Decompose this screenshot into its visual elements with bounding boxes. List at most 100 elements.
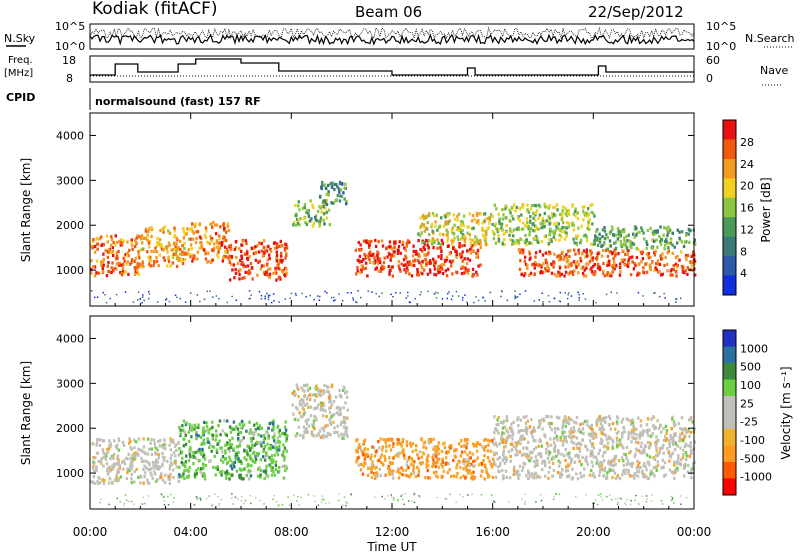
echo-cell xyxy=(111,246,114,250)
echo-cell xyxy=(498,442,501,446)
echo-cell xyxy=(543,211,546,216)
echo-cell xyxy=(181,474,185,478)
noise-cell xyxy=(337,499,340,502)
echo-cell xyxy=(335,406,338,410)
echo-cell xyxy=(309,414,313,418)
echo-cell xyxy=(591,256,595,260)
echo-cell xyxy=(212,465,215,469)
echo-cell xyxy=(219,433,222,437)
echo-cell xyxy=(541,461,544,465)
echo-cell xyxy=(576,477,580,481)
echo-cell xyxy=(623,263,627,267)
time-xlabel: Time UT xyxy=(366,540,417,554)
echo-cell xyxy=(570,418,573,422)
echo-cell xyxy=(596,236,599,240)
echo-cell xyxy=(555,221,558,225)
echo-cell xyxy=(388,444,391,448)
echo-cell xyxy=(446,213,450,218)
echo-cell xyxy=(295,383,298,387)
echo-cell xyxy=(228,258,231,262)
echo-cell xyxy=(588,218,592,222)
noise-cell xyxy=(617,497,620,500)
noise-cell xyxy=(617,501,619,504)
echo-cell xyxy=(445,255,449,259)
echo-cell xyxy=(375,266,379,270)
echo-cell xyxy=(370,466,374,470)
echo-cell xyxy=(479,242,482,246)
noise-cell xyxy=(105,301,108,304)
echo-cell xyxy=(403,246,406,250)
echo-cell xyxy=(436,461,439,465)
noise-cell xyxy=(634,499,636,502)
echo-cell xyxy=(561,430,564,434)
echo-cell xyxy=(505,215,508,220)
echo-cell xyxy=(654,229,657,233)
echo-cell xyxy=(565,440,568,444)
echo-cell xyxy=(595,238,598,242)
echo-cell xyxy=(645,246,648,250)
echo-cell xyxy=(497,431,500,435)
noise-cell xyxy=(654,292,656,294)
echo-cell xyxy=(544,474,547,478)
echo-cell xyxy=(195,431,198,435)
echo-cell xyxy=(547,241,551,246)
echo-cell xyxy=(560,272,563,276)
echo-cell xyxy=(584,274,588,278)
echo-cell xyxy=(485,467,488,472)
echo-cell xyxy=(504,457,508,461)
echo-cell xyxy=(147,461,151,465)
echo-cell xyxy=(344,391,347,395)
echo-cell xyxy=(575,436,579,440)
echo-cell xyxy=(462,457,466,461)
echo-cell xyxy=(263,245,266,250)
echo-cell xyxy=(610,460,613,464)
echo-cell xyxy=(434,461,438,465)
echo-cell xyxy=(632,425,635,429)
echo-cell xyxy=(283,464,286,468)
echo-cell xyxy=(592,455,595,459)
echo-cell xyxy=(183,246,186,251)
echo-cell xyxy=(106,240,110,244)
echo-cell xyxy=(377,259,380,263)
echo-cell xyxy=(639,431,642,435)
echo-cell xyxy=(500,436,503,440)
echo-cell xyxy=(222,223,225,227)
echo-cell xyxy=(422,445,425,449)
echo-cell xyxy=(188,449,191,453)
nave-tick-top: 60 xyxy=(706,54,720,67)
echo-cell xyxy=(669,455,672,459)
echo-cell xyxy=(635,433,638,437)
noise-cell xyxy=(375,292,377,295)
echo-cell xyxy=(646,440,650,445)
echo-cell xyxy=(567,249,570,253)
noise-cell xyxy=(142,294,144,296)
noise-cell xyxy=(196,498,198,501)
noise-cell xyxy=(553,495,555,498)
echo-cell xyxy=(325,389,329,394)
echo-cell xyxy=(626,459,630,463)
echo-cell xyxy=(573,241,576,245)
echo-cell xyxy=(311,224,315,228)
echo-cell xyxy=(101,478,104,482)
echo-cell xyxy=(511,214,514,218)
echo-cell xyxy=(392,456,395,460)
echo-cell xyxy=(667,225,670,229)
echo-cell xyxy=(116,443,119,447)
echo-cell xyxy=(586,448,589,452)
echo-cell xyxy=(116,456,119,461)
echo-cell xyxy=(471,244,474,248)
echo-cell xyxy=(584,444,587,448)
echo-cell xyxy=(402,448,405,452)
echo-cell xyxy=(633,235,636,239)
echo-cell xyxy=(590,266,593,270)
echo-cell xyxy=(497,234,500,238)
echo-cell xyxy=(182,236,186,240)
echo-cell xyxy=(169,439,173,444)
echo-cell xyxy=(368,243,371,247)
noise-cell xyxy=(521,498,524,500)
echo-cell xyxy=(128,248,131,252)
echo-cell xyxy=(478,239,482,243)
echo-cell xyxy=(130,472,133,476)
echo-cell xyxy=(397,245,401,249)
echo-cell xyxy=(150,467,153,471)
